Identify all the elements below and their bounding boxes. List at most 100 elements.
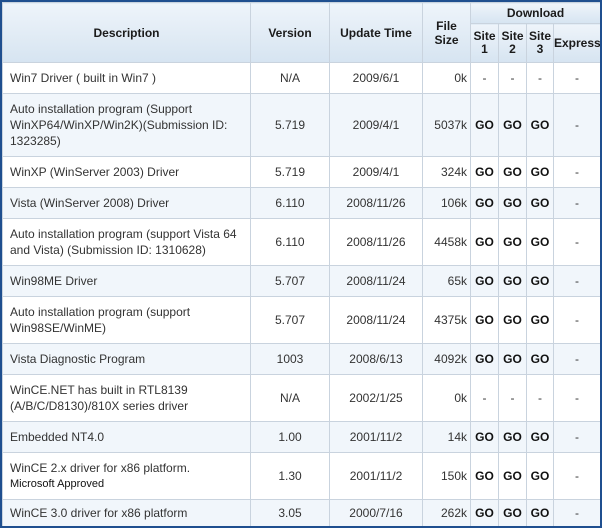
row-file-size: 262k bbox=[422, 499, 471, 526]
site-2-download-link[interactable]: GO bbox=[503, 196, 522, 210]
site-3-download-link[interactable]: GO bbox=[530, 469, 550, 483]
site-2-download-link[interactable]: GO bbox=[503, 430, 522, 444]
express-unavailable: - bbox=[552, 187, 600, 219]
row-update-time: 2002/1/25 bbox=[329, 374, 423, 422]
site-3-cell: GO bbox=[526, 187, 554, 219]
row-description-cell: Auto installation program (Support WinXP… bbox=[2, 93, 251, 157]
site-2-cell: GO bbox=[498, 296, 527, 344]
site-1-unavailable: - bbox=[470, 62, 499, 94]
row-file-size: 5037k bbox=[422, 93, 471, 157]
site-1-cell: GO bbox=[470, 156, 499, 188]
row-description-cell: WinCE.NET has built in RTL8139 (A/B/C/D8… bbox=[2, 374, 251, 422]
site-3-download-link[interactable]: GO bbox=[530, 352, 550, 366]
site-3-download-link[interactable]: GO bbox=[530, 196, 550, 210]
row-update-time: 2009/4/1 bbox=[329, 156, 423, 188]
site-3-download-link[interactable]: GO bbox=[530, 506, 550, 520]
header-version: Version bbox=[250, 2, 330, 63]
row-update-time: 2001/11/2 bbox=[329, 421, 423, 453]
site-2-download-link[interactable]: GO bbox=[503, 274, 522, 288]
row-file-size: 324k bbox=[422, 156, 471, 188]
row-file-size: 106k bbox=[422, 187, 471, 219]
site-1-unavailable: - bbox=[470, 374, 499, 422]
row-file-size: 150k bbox=[422, 452, 471, 500]
site-1-download-link[interactable]: GO bbox=[475, 506, 494, 520]
row-version: 1.30 bbox=[250, 452, 330, 500]
header-express: Express bbox=[552, 23, 600, 63]
row-file-size: 14k bbox=[422, 421, 471, 453]
site-2-cell: GO bbox=[498, 499, 527, 526]
site-3-cell: GO bbox=[526, 296, 554, 344]
row-file-size: 4092k bbox=[422, 343, 471, 375]
site-2-download-link[interactable]: GO bbox=[503, 352, 522, 366]
site-2-download-link[interactable]: GO bbox=[503, 118, 522, 132]
row-file-size: 0k bbox=[422, 62, 471, 94]
express-unavailable: - bbox=[552, 374, 600, 422]
express-unavailable: - bbox=[552, 343, 600, 375]
row-file-size: 65k bbox=[422, 265, 471, 297]
site-3-cell: GO bbox=[526, 452, 554, 500]
express-unavailable: - bbox=[552, 62, 600, 94]
row-update-time: 2009/4/1 bbox=[329, 93, 423, 157]
table-row: Embedded NT4.0 1.00 2001/11/2 14k GO GO GO - bbox=[2, 421, 600, 453]
site-1-download-link[interactable]: GO bbox=[475, 313, 494, 327]
site-1-download-link[interactable]: GO bbox=[475, 352, 494, 366]
header-site-1: Site 1 bbox=[470, 23, 499, 63]
row-description: Auto installation program (Support WinXP… bbox=[10, 102, 228, 148]
site-1-cell: GO bbox=[470, 218, 499, 266]
site-2-download-link[interactable]: GO bbox=[503, 506, 522, 520]
row-file-size: 0k bbox=[422, 374, 471, 422]
row-description: WinXP (WinServer 2003) Driver bbox=[10, 165, 180, 179]
row-version: 1.00 bbox=[250, 421, 330, 453]
site-1-download-link[interactable]: GO bbox=[475, 430, 494, 444]
table-row: Auto installation program (Support WinXP… bbox=[2, 93, 600, 157]
site-2-download-link[interactable]: GO bbox=[503, 313, 522, 327]
row-description: WinCE 2.x driver for x86 platform. bbox=[10, 461, 191, 475]
table-row: Auto installation program (support Vista… bbox=[2, 218, 600, 266]
site-1-download-link[interactable]: GO bbox=[475, 469, 494, 483]
site-1-download-link[interactable]: GO bbox=[475, 118, 494, 132]
site-1-cell: GO bbox=[470, 93, 499, 157]
site-1-download-link[interactable]: GO bbox=[475, 196, 494, 210]
site-1-cell: GO bbox=[470, 421, 499, 453]
site-2-download-link[interactable]: GO bbox=[503, 469, 522, 483]
row-description-cell: Vista (WinServer 2008) Driver bbox=[2, 187, 251, 219]
row-version: 5.707 bbox=[250, 265, 330, 297]
site-2-download-link[interactable]: GO bbox=[503, 165, 522, 179]
table-row: Vista Diagnostic Program 1003 2008/6/13 409… bbox=[2, 343, 600, 375]
row-file-size: 4375k bbox=[422, 296, 471, 344]
site-3-download-link[interactable]: GO bbox=[530, 313, 550, 327]
header-download: Download bbox=[469, 2, 600, 24]
site-3-download-link[interactable]: GO bbox=[530, 165, 550, 179]
row-description: WinCE 3.0 driver for x86 platform bbox=[10, 506, 188, 520]
site-3-cell: GO bbox=[526, 499, 554, 526]
row-description: Embedded NT4.0 bbox=[10, 430, 105, 444]
site-1-download-link[interactable]: GO bbox=[475, 235, 494, 249]
site-1-download-link[interactable]: GO bbox=[475, 274, 494, 288]
site-2-cell: GO bbox=[498, 452, 527, 500]
table-row: WinCE 3.0 driver for x86 platform 3.05 200… bbox=[2, 499, 600, 526]
site-3-download-link[interactable]: GO bbox=[530, 274, 550, 288]
site-3-cell: GO bbox=[526, 93, 554, 157]
site-2-unavailable: - bbox=[498, 62, 527, 94]
site-3-download-link[interactable]: GO bbox=[530, 430, 550, 444]
site-3-cell: GO bbox=[526, 343, 554, 375]
row-description-cell: WinCE 2.x driver for x86 platform. Micros… bbox=[2, 452, 251, 500]
site-2-cell: GO bbox=[498, 343, 527, 375]
site-3-download-link[interactable]: GO bbox=[530, 118, 550, 132]
row-description: Vista (WinServer 2008) Driver bbox=[10, 196, 170, 210]
row-update-time: 2001/11/2 bbox=[329, 452, 423, 500]
table-row: Auto installation program (support Win98… bbox=[2, 296, 600, 344]
table-body: Win7 Driver ( built in Win7 ) N/A 2009/6/1… bbox=[2, 62, 600, 526]
site-2-download-link[interactable]: GO bbox=[503, 235, 522, 249]
table-row: WinCE 2.x driver for x86 platform. Micros… bbox=[2, 452, 600, 500]
table-row: WinXP (WinServer 2003) Driver 5.719 2009/4… bbox=[2, 156, 600, 188]
header-site-3: Site 3 bbox=[526, 23, 554, 63]
row-version: 5.719 bbox=[250, 156, 330, 188]
site-2-cell: GO bbox=[498, 156, 527, 188]
row-version: 5.707 bbox=[250, 296, 330, 344]
site-3-download-link[interactable]: GO bbox=[530, 235, 550, 249]
header-site-2: Site 2 bbox=[498, 23, 527, 63]
site-1-cell: GO bbox=[470, 343, 499, 375]
site-1-download-link[interactable]: GO bbox=[475, 165, 494, 179]
row-description: WinCE.NET has built in RTL8139 (A/B/C/D8… bbox=[10, 383, 189, 413]
